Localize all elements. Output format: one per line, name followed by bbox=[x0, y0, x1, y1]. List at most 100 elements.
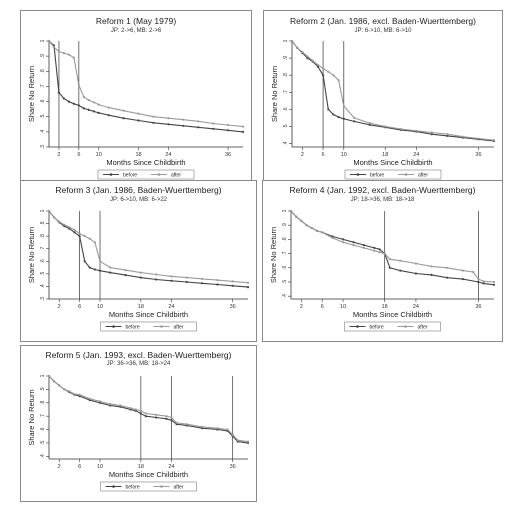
data-point-after bbox=[93, 241, 96, 244]
data-point-after bbox=[492, 280, 496, 284]
data-point-after bbox=[73, 228, 76, 231]
data-point-after bbox=[68, 226, 71, 229]
data-point-after bbox=[315, 229, 319, 232]
chart-panel-reform-4: Reform 4 (Jan. 1992, excl. Baden-Wuertte… bbox=[262, 180, 503, 342]
y-axis-title: Share No Return bbox=[270, 66, 279, 122]
data-point-after bbox=[368, 122, 371, 125]
data-point-before bbox=[155, 416, 158, 419]
chart-plot: .4 .5 .6 .7 .8 .9 1 2 6 10 18 24 36 Months Since Chil… bbox=[27, 374, 250, 492]
data-point-after bbox=[384, 125, 387, 128]
data-point-after bbox=[53, 380, 56, 383]
data-point-after bbox=[167, 117, 170, 120]
data-point-after bbox=[430, 131, 433, 134]
data-point-before bbox=[332, 113, 335, 116]
data-point-after bbox=[212, 122, 215, 125]
data-point-after bbox=[47, 39, 51, 43]
data-point-before bbox=[337, 116, 340, 119]
legend-marker-before bbox=[112, 325, 115, 328]
legend-marker-after bbox=[157, 173, 161, 176]
data-point-before bbox=[342, 117, 345, 120]
data-point-before bbox=[414, 272, 417, 275]
series-line-before bbox=[48, 210, 249, 288]
y-tick-label: .6 bbox=[283, 107, 289, 111]
data-point-after bbox=[289, 209, 293, 213]
data-point-before bbox=[87, 108, 90, 111]
legend-box bbox=[100, 321, 197, 332]
y-tick-label: .9 bbox=[282, 223, 288, 227]
data-point-before bbox=[82, 107, 85, 110]
x-tick-label: 2 bbox=[58, 464, 61, 470]
series-line-before bbox=[291, 40, 495, 142]
data-point-after bbox=[227, 123, 230, 127]
data-point-after bbox=[139, 271, 142, 274]
legend-label: before bbox=[126, 324, 140, 330]
y-tick-label: .9 bbox=[40, 221, 46, 225]
data-point-after bbox=[170, 275, 173, 278]
y-tick-label: .7 bbox=[283, 90, 289, 94]
data-point-after bbox=[316, 63, 319, 66]
data-point-after bbox=[399, 127, 402, 131]
y-axis-title: Share No Return bbox=[27, 66, 36, 122]
y-tick-label: .9 bbox=[283, 56, 289, 60]
data-point-after bbox=[175, 421, 178, 424]
data-point-after bbox=[58, 220, 61, 223]
data-point-after bbox=[295, 215, 298, 218]
series-line-before bbox=[290, 210, 495, 286]
x-tick-label: 36 bbox=[230, 464, 236, 470]
x-tick-label: 24 bbox=[168, 464, 174, 470]
x-axis-title: Months Since Childbirth bbox=[106, 158, 185, 167]
data-point-before bbox=[368, 123, 371, 126]
x-tick-label: 18 bbox=[138, 464, 144, 470]
data-point-after bbox=[353, 116, 356, 119]
y-tick-label: .3 bbox=[40, 297, 46, 301]
x-axis-title: Months Since Childbirth bbox=[353, 310, 432, 319]
data-point-before bbox=[446, 276, 449, 279]
data-point-after bbox=[109, 266, 112, 269]
data-point-before bbox=[316, 65, 319, 68]
x-tick-label: 36 bbox=[225, 152, 231, 158]
x-tick-label: 18 bbox=[135, 152, 141, 158]
y-tick-label: .4 bbox=[40, 284, 46, 288]
data-point-after bbox=[477, 137, 480, 140]
legend-box bbox=[344, 169, 442, 180]
data-point-after bbox=[310, 226, 313, 230]
data-point-before bbox=[352, 241, 355, 244]
data-point-before bbox=[139, 412, 142, 415]
y-tick-label: 1 bbox=[40, 374, 46, 377]
data-point-before bbox=[182, 124, 185, 127]
data-point-after bbox=[155, 273, 158, 276]
x-tick-label: 18 bbox=[382, 152, 388, 158]
x-tick-label: 36 bbox=[230, 304, 236, 310]
y-tick-label: .4 bbox=[283, 141, 289, 145]
chart-title: Reform 3 (Jan. 1986, Baden-Wuerttemberg) bbox=[55, 185, 222, 195]
data-point-after bbox=[231, 433, 234, 436]
data-point-after bbox=[47, 374, 51, 378]
chart-subtitle: JP: 2->6, MB: 2->6 bbox=[110, 28, 162, 34]
data-point-before bbox=[216, 283, 219, 286]
x-tick-label: 2 bbox=[301, 152, 304, 158]
data-point-before bbox=[167, 123, 170, 126]
y-tick-label: .5 bbox=[40, 114, 46, 118]
data-point-after bbox=[311, 59, 314, 62]
y-tick-label: .6 bbox=[40, 259, 46, 263]
data-point-after bbox=[305, 224, 308, 227]
data-point-before bbox=[446, 134, 449, 137]
data-point-after bbox=[290, 39, 294, 43]
data-point-after bbox=[446, 266, 449, 269]
data-point-after bbox=[170, 416, 173, 419]
chart-title: Reform 5 (Jan. 1993, excl. Baden-Wuertte… bbox=[45, 350, 232, 360]
legend-box bbox=[97, 169, 195, 180]
data-point-after bbox=[129, 407, 132, 410]
chart-plot: .3 .4 .5 .6 .7 .8 .9 1 2 6 10 18 24 36 Months Since Ch… bbox=[27, 39, 245, 180]
data-point-after bbox=[73, 393, 76, 396]
legend-label: after bbox=[171, 172, 181, 178]
data-point-before bbox=[388, 266, 391, 269]
data-point-after bbox=[482, 280, 485, 283]
chart-plot: .4 .5 .6 .7 .8 .9 1 2 6 10 18 24 36 Months Since Chil… bbox=[270, 39, 496, 180]
data-point-before bbox=[477, 280, 480, 284]
chart-title: Reform 2 (Jan. 1986, excl. Baden-Wuertte… bbox=[290, 16, 476, 26]
chart-panel-reform-3: Reform 3 (Jan. 1986, Baden-Wuerttemberg)… bbox=[20, 180, 257, 342]
y-tick-label: .7 bbox=[40, 84, 46, 88]
data-point-after bbox=[139, 409, 142, 412]
chart-subtitle: JP: 18->36, MB: 18->18 bbox=[350, 197, 415, 203]
